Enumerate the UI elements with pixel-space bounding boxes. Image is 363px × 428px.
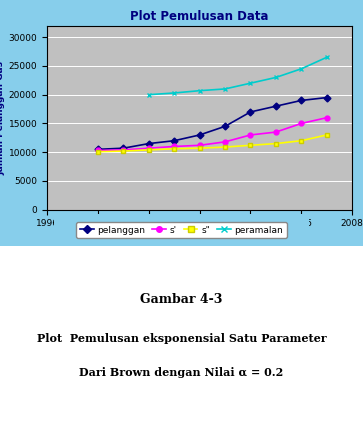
Text: Gambar 4-3: Gambar 4-3 <box>140 293 223 306</box>
X-axis label: Tahun: Tahun <box>182 234 217 244</box>
Title: Plot Pemulusan Data: Plot Pemulusan Data <box>130 10 269 23</box>
Text: Plot  Pemulusan eksponensial Satu Parameter: Plot Pemulusan eksponensial Satu Paramet… <box>37 333 326 344</box>
Text: Dari Brown dengan Nilai α = 0.2: Dari Brown dengan Nilai α = 0.2 <box>79 367 284 378</box>
Y-axis label: Jumlah Pelanggan Gas: Jumlah Pelanggan Gas <box>0 61 6 175</box>
Legend: pelanggan, s', s", peramalan: pelanggan, s', s", peramalan <box>77 222 286 238</box>
